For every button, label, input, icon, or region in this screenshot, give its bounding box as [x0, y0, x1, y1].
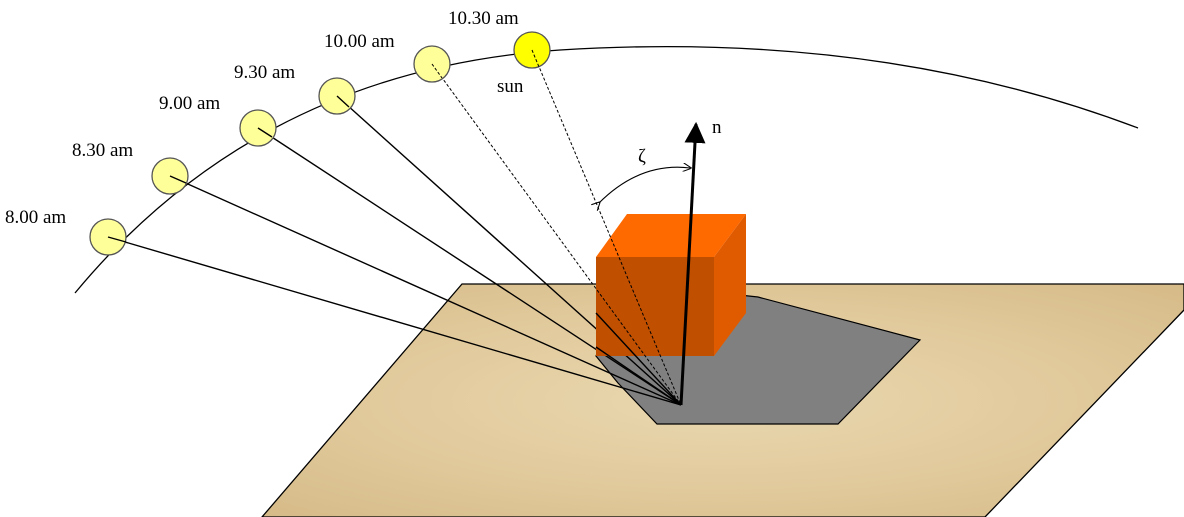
- ray-origins: [107, 95, 350, 243]
- normal-vector-arrow: [679, 121, 706, 406]
- sun-positions: [89, 31, 551, 256]
- dashed-ray-origins: [431, 49, 540, 79]
- time-label-8-30: 8.30 am: [72, 140, 133, 161]
- block-top: [596, 214, 746, 257]
- angle-label: ζ: [638, 146, 646, 167]
- orange-block: [596, 214, 746, 356]
- ray-10-00-dashed: [431, 63, 682, 406]
- time-label-9-00: 9.00 am: [159, 93, 220, 114]
- time-label-10-00: 10.00 am: [324, 31, 395, 52]
- block-side: [714, 214, 746, 356]
- ray-8-30: [169, 175, 682, 406]
- time-label-8-00: 8.00 am: [5, 207, 66, 228]
- ray-9-00-front: [595, 346, 682, 406]
- dashed-rays: [431, 49, 682, 406]
- normal-label: n: [712, 117, 722, 138]
- time-label-10-30: 10.30 am: [448, 8, 519, 29]
- zenith-angle-arc: [599, 167, 690, 203]
- sun-label: sun: [497, 76, 524, 97]
- sun-rays-front: [595, 312, 682, 406]
- ray-8-00: [107, 236, 682, 406]
- ray-9-30-front: [595, 312, 682, 406]
- block-front: [596, 257, 714, 356]
- ray-10-30-dashed: [531, 49, 682, 406]
- time-label-9-30: 9.30 am: [234, 62, 295, 83]
- sun-path-arc: [74, 45, 1139, 294]
- ray-9-00: [257, 127, 682, 406]
